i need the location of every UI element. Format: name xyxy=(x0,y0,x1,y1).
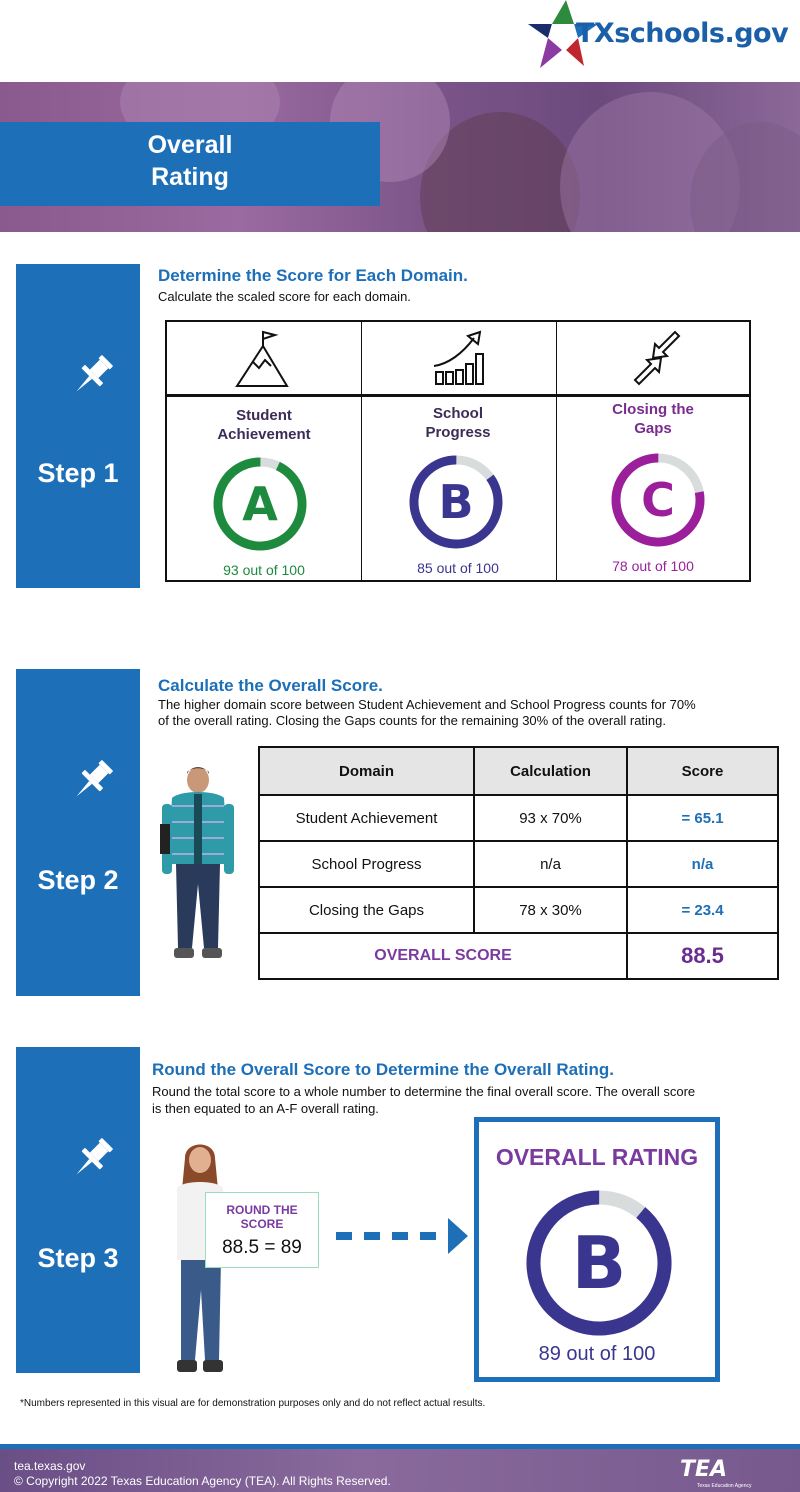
round-score-card: ROUND THE SCORE 88.5 = 89 xyxy=(205,1192,319,1268)
grade-letter: B xyxy=(572,1221,627,1305)
column-header-calculation: Calculation xyxy=(473,746,628,796)
dashed-arrow-icon xyxy=(336,1218,468,1254)
round-card-title-line: ROUND THE xyxy=(226,1203,298,1217)
step2-title: Calculate the Overall Score. xyxy=(158,676,383,695)
overall-rating-title: OVERALL RATING xyxy=(495,1144,699,1170)
domain-name-achievement: Student Achievement xyxy=(167,406,361,444)
page-title-line1: Overall xyxy=(147,131,233,159)
round-equation: 88.5 = 89 xyxy=(222,1237,302,1258)
pushpin-icon xyxy=(76,1138,113,1175)
table-cell: 78 x 30% xyxy=(473,886,628,934)
table-row: School Progress n/a n/a xyxy=(258,840,779,888)
domain-score-gaps: 78 out of 100 xyxy=(612,558,694,574)
step2-label: Step 2 xyxy=(37,865,119,895)
grade-letter: B xyxy=(438,475,473,529)
domain-score-achievement: 93 out of 100 xyxy=(223,562,305,578)
column-header-domain: Domain xyxy=(258,746,475,796)
grid-divider xyxy=(361,322,362,580)
domain-name-line: Gaps xyxy=(634,420,672,437)
footer-link[interactable]: tea.texas.gov xyxy=(14,1459,86,1473)
grid-divider xyxy=(556,322,557,580)
domain-name-line: Progress xyxy=(425,424,491,441)
txschools-star-logo xyxy=(528,0,598,68)
grade-letter: C xyxy=(641,473,675,527)
grade-letter: A xyxy=(242,477,278,531)
grid-divider xyxy=(167,394,749,397)
domain-score-progress: 85 out of 100 xyxy=(417,560,499,576)
footer-copyright: © Copyright 2022 Texas Education Agency … xyxy=(14,1474,391,1488)
grade-ring-progress: B xyxy=(409,455,503,549)
step2-description-line2: of the overall rating. Closing the Gaps … xyxy=(158,713,667,728)
table-cell: = 23.4 xyxy=(626,886,779,934)
domain-name-line: Achievement xyxy=(217,426,311,443)
table-cell: 93 x 70% xyxy=(473,794,628,842)
step2-panel: Step 2 xyxy=(16,669,140,996)
overall-score-table: Domain Calculation Score Student Achieve… xyxy=(258,746,779,980)
step2-description-line1: The higher domain score between Student … xyxy=(158,697,696,712)
column-header-score: Score xyxy=(626,746,779,796)
domain-score-grid: Student Achievement A 93 out of 100 Scho… xyxy=(165,320,751,582)
overall-score-value: 88.5 xyxy=(626,932,779,980)
table-row: Student Achievement 93 x 70% = 65.1 xyxy=(258,794,779,842)
overall-score-label: OVERALL SCORE xyxy=(258,932,628,980)
table-cell: Closing the Gaps xyxy=(258,886,475,934)
round-card-title: ROUND THE SCORE xyxy=(206,1203,318,1231)
step1-title: Determine the Score for Each Domain. xyxy=(158,266,468,285)
overall-score-row: OVERALL SCORE 88.5 xyxy=(258,932,779,980)
page-footer: tea.texas.gov © Copyright 2022 Texas Edu… xyxy=(0,1444,800,1492)
page-title: Overall Rating xyxy=(0,129,380,193)
domain-name-line: School xyxy=(432,405,483,422)
domain-name-line: Student xyxy=(236,407,292,424)
step3-title: Round the Overall Score to Determine the… xyxy=(152,1060,614,1079)
table-row: Closing the Gaps 78 x 30% = 23.4 xyxy=(258,886,779,934)
round-card-title-line: SCORE xyxy=(240,1217,284,1231)
site-logo-text[interactable]: TXschools.gov xyxy=(576,18,789,49)
table-cell: School Progress xyxy=(258,840,475,888)
domain-name-gaps: Closing the Gaps xyxy=(556,400,750,438)
tea-logo-subtitle: Texas Education Agency xyxy=(697,1483,752,1489)
domain-name-line: Closing the xyxy=(612,401,694,418)
table-cell: n/a xyxy=(626,840,779,888)
domain-name-progress: School Progress xyxy=(361,404,555,442)
tea-logo: TEA xyxy=(680,1457,728,1482)
overall-rating-score: 89 out of 100 xyxy=(538,1343,656,1365)
step1-label: Step 1 xyxy=(37,458,119,488)
step3-description-line1: Round the total score to a whole number … xyxy=(152,1084,696,1099)
ring-progress-arc xyxy=(526,1190,672,1336)
growth-chart-icon xyxy=(433,330,484,385)
step3-panel: Step 3 xyxy=(16,1047,140,1373)
disclaimer-footnote: *Numbers represented in this visual are … xyxy=(20,1398,486,1409)
student-boy-photo xyxy=(160,767,234,958)
step1-panel: Step 1 xyxy=(16,264,140,588)
pushpin-icon xyxy=(76,760,113,797)
step1-description: Calculate the scaled score for each doma… xyxy=(158,289,411,304)
hero-title-bar xyxy=(0,122,380,206)
grade-ring-achievement: A xyxy=(213,457,307,551)
table-cell: n/a xyxy=(473,840,628,888)
closing-arrows-icon xyxy=(633,330,681,386)
mountain-flag-icon xyxy=(235,330,289,387)
step3-description-line2: is then equated to an A-F overall rating… xyxy=(152,1101,379,1116)
page-title-line2: Rating xyxy=(151,163,229,191)
table-cell: Student Achievement xyxy=(258,794,475,842)
table-header-row: Domain Calculation Score xyxy=(258,746,779,796)
table-cell: = 65.1 xyxy=(626,794,779,842)
overall-grade-ring: B xyxy=(526,1190,672,1336)
grade-ring-gaps: C xyxy=(611,453,705,547)
overall-rating-box: OVERALL RATING B 89 out of 100 xyxy=(474,1117,720,1382)
pushpin-icon xyxy=(76,355,113,392)
step3-label: Step 3 xyxy=(37,1243,119,1273)
